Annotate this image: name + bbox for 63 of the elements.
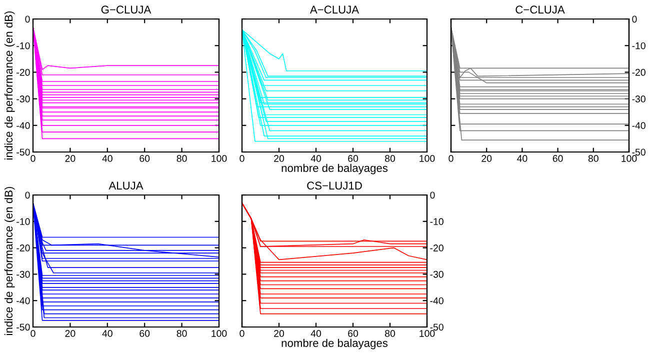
x-axis-title: nombre de balayages — [282, 338, 388, 350]
y2-tick-label: -40 — [632, 122, 646, 130]
x-tick-label: 40 — [517, 155, 528, 162]
x-tick-label: 60 — [140, 330, 150, 337]
x-tick-label: 80 — [385, 330, 396, 337]
x-tick-label: 60 — [140, 155, 150, 162]
x-tick-label: 100 — [420, 155, 435, 162]
x-tick-label: 40 — [310, 155, 322, 162]
x-tick-label: 0 — [448, 155, 454, 162]
x-tick-label: 100 — [212, 330, 227, 337]
y-tick-label: -30 — [16, 96, 30, 102]
x-tick-label: 80 — [176, 330, 187, 337]
y-tick-label: -30 — [16, 270, 30, 278]
y-tick-label: -40 — [16, 122, 30, 130]
y2-tick-label: -10 — [632, 42, 646, 50]
x-tick-label: 0 — [240, 155, 244, 162]
x-tick-label: 0 — [30, 155, 36, 162]
x-tick-label: 60 — [552, 155, 563, 162]
y-tick-label: -20 — [16, 244, 30, 252]
chart-title: CS−LUJ1D — [307, 182, 362, 190]
x-tick-label: 100 — [212, 155, 227, 162]
y-tick-label: -50 — [16, 324, 30, 331]
y2-tick-label: -20 — [632, 68, 646, 76]
y-tick-label: -40 — [16, 297, 30, 304]
y2-tick-label: -40 — [430, 297, 444, 304]
x-tick-label: 80 — [385, 155, 396, 162]
y2-tick-label: 0 — [430, 192, 435, 199]
y-axis-title: indice de performance (en dB) — [4, 11, 15, 160]
x-tick-label: 60 — [348, 330, 358, 337]
x-tick-label: 20 — [274, 155, 284, 162]
y2-tick-label: -50 — [632, 148, 646, 156]
x-tick-label: 60 — [348, 155, 358, 162]
x-tick-label: 0 — [30, 330, 36, 337]
x-tick-label: 100 — [420, 330, 435, 337]
y2-tick-label: 0 — [632, 16, 637, 23]
y-tick-label: 0 — [25, 192, 30, 199]
y-tick-label: -50 — [16, 148, 30, 156]
y-tick-label: -10 — [16, 42, 30, 50]
x-tick-label: 40 — [310, 330, 322, 337]
x-tick-label: 80 — [176, 155, 187, 162]
x-tick-label: 100 — [622, 155, 637, 162]
y2-tick-label: -30 — [430, 270, 444, 278]
chart-title: A−CLUJA — [310, 6, 360, 14]
x-tick-label: 20 — [274, 330, 284, 337]
y2-tick-label: -20 — [430, 244, 444, 252]
y-tick-label: -10 — [16, 218, 30, 226]
x-tick-label: 20 — [65, 155, 76, 162]
y2-tick-label: -50 — [430, 324, 444, 331]
x-axis-title: nombre de balayages — [282, 164, 388, 174]
chart-title: ALUJA — [108, 182, 144, 190]
y-tick-label: -20 — [16, 68, 30, 76]
y2-tick-label: -30 — [632, 96, 646, 102]
x-tick-label: 40 — [102, 155, 112, 162]
x-tick-label: 20 — [482, 155, 492, 162]
y-axis-title: indice de performance (en dB) — [4, 186, 15, 335]
x-tick-label: 80 — [588, 155, 598, 162]
x-tick-label: 40 — [102, 330, 112, 337]
x-tick-label: 0 — [240, 330, 244, 337]
chart-title: C−CLUJA — [516, 6, 565, 14]
y-tick-label: 0 — [25, 16, 30, 23]
y2-tick-label: -10 — [430, 218, 444, 226]
chart-title: G−CLUJA — [101, 6, 152, 14]
x-tick-label: 20 — [65, 330, 76, 337]
